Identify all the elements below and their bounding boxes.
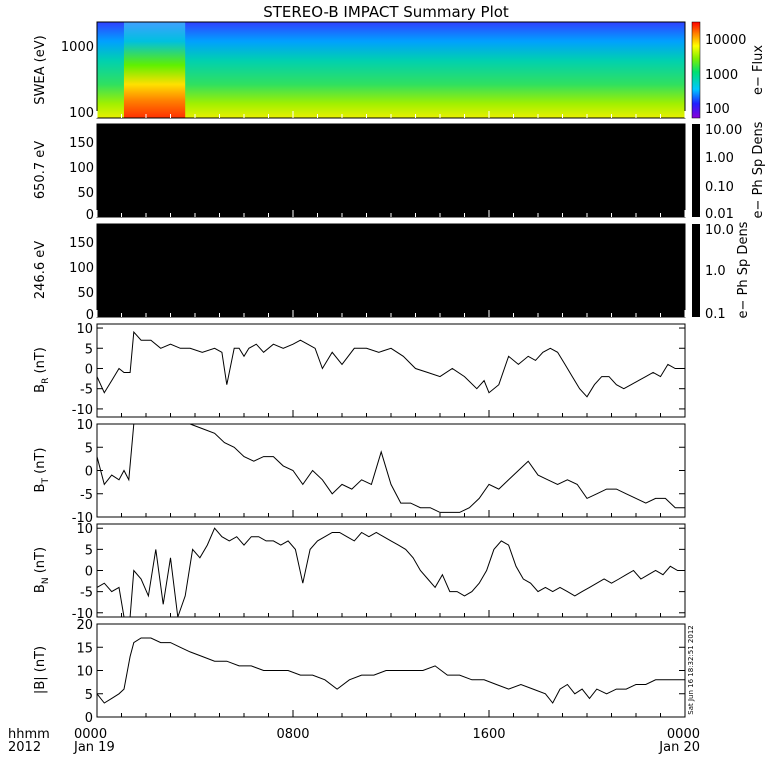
bmag-y-tick-label: 10 (76, 665, 93, 680)
axis-label-year: 2012 (8, 740, 41, 755)
bt-label-sub: T (41, 478, 51, 485)
pad-246-cbar-tick-10: 10.0 (705, 223, 734, 238)
flux-cbar-tick-1000: 1000 (705, 68, 738, 83)
bt-panel: BT (nT) -10 -5 0 5 10 (33, 418, 686, 526)
pad-650-cbar-tick-1: 1.00 (705, 151, 734, 166)
pad-650-cbar-tick-10: 10.00 (705, 123, 742, 138)
bn-label-sub: N (41, 577, 51, 584)
bn-frame (96, 523, 686, 618)
bn-label-unit: (nT) (33, 547, 48, 577)
flux-colorbar (691, 21, 701, 119)
timestamp-label: Sat Jun 16 18:32:51 2012 (687, 625, 695, 714)
x-tick-0800: 0800 (276, 727, 309, 742)
pad-246-colorbar (692, 224, 700, 317)
pad-650-tick-150: 150 (69, 136, 94, 151)
br-series: -10 -5 0 5 10 (72, 322, 685, 418)
swea-y-label: SWEA (eV) (33, 35, 48, 104)
br-line (96, 330, 685, 398)
pad-650-cbar-label: e− Ph Sp Dens (751, 121, 766, 218)
br-y-label: BR (nT) (33, 347, 51, 393)
bmag-line (96, 637, 685, 704)
pad-246-tick-150: 150 (69, 236, 94, 251)
br-label-main: B (33, 384, 48, 393)
axis-label-hhmm: hhmm (8, 727, 50, 742)
swea-tick-1000: 1000 (61, 40, 94, 55)
swea-low-energy-enhancement (123, 22, 186, 118)
bmag-panel: |B| (nT) 0 5 10 15 20 Sat Jun 16 18:32:51 20… (33, 618, 695, 726)
bn-y-label: BN (nT) (33, 547, 51, 593)
tick-marks (96, 111, 686, 717)
br-y-tick-label: 10 (76, 322, 93, 337)
pad-246-tick-0: 0 (86, 308, 94, 323)
bt-y-tick-label: 0 (85, 465, 93, 480)
plot-title: STEREO-B IMPACT Summary Plot (263, 3, 509, 21)
x-date-start: Jan 19 (73, 740, 115, 755)
bt-label-unit: (nT) (33, 448, 48, 478)
br-y-tick-label: 0 (85, 362, 93, 377)
flux-cbar-label: e− Flux (751, 45, 766, 95)
bt-y-tick-label: 5 (85, 441, 93, 456)
br-label-unit: (nT) (33, 347, 48, 377)
time-axis: hhmm 2012 0000 Jan 19 0800 1600 0000 Jan… (8, 727, 700, 755)
bn-y-tick-label: -10 (72, 607, 93, 622)
x-date-end: Jan 20 (658, 740, 700, 755)
bt-y-tick-label: -10 (72, 511, 93, 526)
br-label-sub: R (41, 378, 51, 384)
flux-cbar-tick-10000: 10000 (705, 33, 746, 48)
bt-line (96, 423, 685, 513)
bmag-series: 0 5 10 15 20 (76, 618, 685, 726)
pad-650-plot-area (97, 124, 685, 217)
swea-tick-100: 100 (69, 106, 94, 121)
bt-label-main: B (33, 484, 48, 493)
pad-650-panel: 650.7 eV 150 100 50 0 10.00 1.00 0.10 0.… (33, 121, 766, 223)
pad-650-cbar-tick-001: 0.01 (705, 207, 734, 222)
bt-y-tick-label: 10 (76, 418, 93, 433)
bn-y-tick-label: -5 (80, 586, 93, 601)
br-frame (96, 323, 686, 418)
flux-cbar-tick-100: 100 (705, 102, 730, 117)
pad-650-tick-50: 50 (77, 186, 94, 201)
bmag-y-tick-label: 15 (76, 641, 93, 656)
x-tick-0000-start: 0000 (74, 727, 107, 742)
pad-246-plot-area (97, 224, 685, 317)
pad-246-cbar-tick-01: 0.1 (705, 307, 726, 322)
pad-650-colorbar (692, 124, 700, 217)
bt-frame (96, 423, 686, 518)
bt-series: -10 -5 0 5 10 (72, 418, 685, 526)
bn-y-tick-label: 0 (85, 565, 93, 580)
bt-y-tick-label: -5 (80, 488, 93, 503)
pad-650-tick-0: 0 (86, 208, 94, 223)
br-y-tick-label: 5 (85, 342, 93, 357)
swea-spectrogram-panel: SWEA (eV) 1000 100 10000 1000 100 e− Flu… (33, 21, 766, 121)
bmag-y-tick-label: 20 (76, 618, 93, 633)
bn-y-tick-label: 10 (76, 522, 93, 537)
bn-y-tick-label: 5 (85, 543, 93, 558)
bn-line (96, 527, 685, 618)
bt-y-label: BT (nT) (33, 448, 51, 493)
bmag-y-label: |B| (nT) (33, 646, 48, 694)
pad-246-cbar-tick-1: 1.0 (705, 264, 726, 279)
pad-246-panel: 246.6 eV 150 100 50 0 10.0 1.0 0.1 e− Ph… (33, 221, 751, 323)
x-tick-0000-end: 0000 (667, 727, 700, 742)
pad-246-tick-100: 100 (69, 261, 94, 276)
br-panel: BR (nT) -10 -5 0 5 10 (33, 322, 686, 418)
bn-series: -10 -5 0 5 10 (72, 522, 685, 622)
br-y-tick-label: -5 (80, 383, 93, 398)
bmag-y-tick-label: 0 (85, 711, 93, 726)
x-tick-1600: 1600 (472, 727, 505, 742)
bn-panel: BN (nT) -10 -5 0 5 10 (33, 522, 686, 622)
pad-246-y-label: 246.6 eV (33, 241, 48, 299)
bn-label-main: B (33, 584, 48, 593)
br-y-tick-label: -10 (72, 403, 93, 418)
pad-246-cbar-label: e− Ph Sp Dens (736, 221, 751, 318)
swea-spectrogram-background (97, 22, 685, 118)
bmag-y-tick-label: 5 (85, 688, 93, 703)
pad-246-tick-50: 50 (77, 286, 94, 301)
pad-650-y-label: 650.7 eV (33, 141, 48, 199)
pad-650-cbar-tick-01: 0.10 (705, 180, 734, 195)
pad-650-tick-100: 100 (69, 161, 94, 176)
